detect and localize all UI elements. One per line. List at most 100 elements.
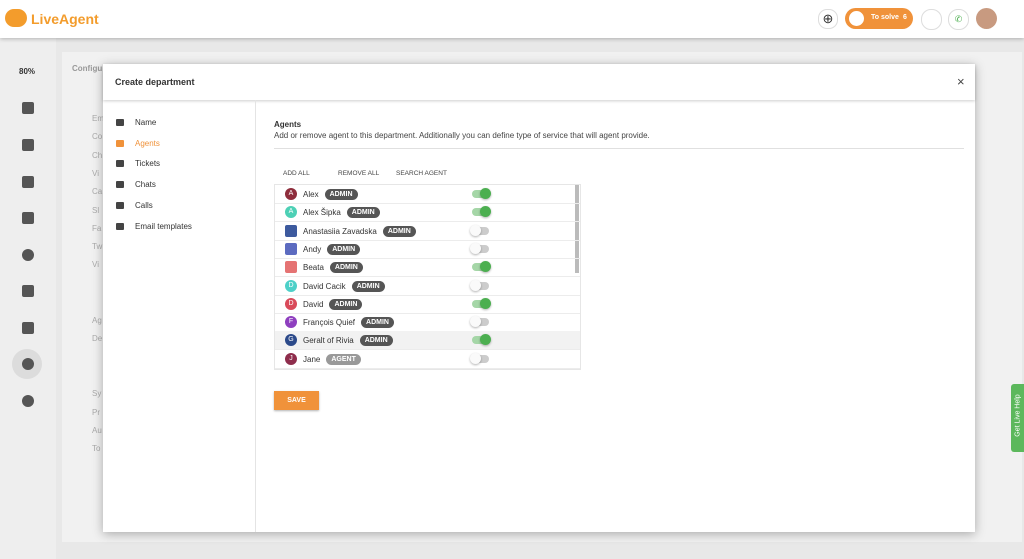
agent-row: G Geralt of Rivia ADMIN	[275, 331, 580, 351]
logo[interactable]: LiveAgent	[31, 11, 99, 27]
background-item: Fa	[92, 223, 102, 233]
role-badge: ADMIN	[329, 298, 363, 310]
toggle[interactable]	[472, 261, 491, 273]
nav-icon	[116, 160, 124, 168]
nav-item[interactable]: Agents	[135, 138, 160, 148]
role-badge: ADMIN	[382, 225, 416, 237]
toggle[interactable]	[472, 188, 491, 199]
agent-row: Andy ADMIN	[275, 240, 580, 259]
save-button[interactable]: SAVE	[274, 391, 319, 410]
role-badge: ADMIN	[324, 189, 358, 200]
icon[interactable]	[22, 358, 34, 370]
toggle-thumb	[470, 224, 481, 236]
nav-icon	[116, 139, 124, 147]
background-item: Vi	[92, 260, 99, 270]
icon[interactable]	[22, 212, 34, 224]
toggle-thumb	[480, 334, 491, 346]
action-button[interactable]: SEARCH AGENT	[396, 170, 447, 177]
agent-name: Andy	[303, 244, 322, 254]
icon[interactable]	[22, 249, 34, 261]
icon[interactable]	[22, 176, 34, 188]
agent-avatar: A	[285, 188, 297, 200]
close-button[interactable]: ×	[957, 74, 965, 89]
toggle-thumb	[480, 297, 491, 309]
dialog: Create department × Name Agents Tickets Cha…	[103, 64, 975, 532]
sidebar: 80%	[0, 38, 56, 559]
section-title: Agents	[274, 120, 302, 129]
agent-row: J Jane AGENT	[275, 350, 580, 369]
toggle[interactable]	[470, 242, 489, 254]
to-solve-button[interactable]: To solve 6	[845, 8, 913, 29]
agent-avatar	[285, 224, 297, 237]
chat-button[interactable]	[921, 9, 942, 30]
nav-icon	[116, 119, 124, 126]
zoom[interactable]: 80%	[19, 67, 36, 76]
icon[interactable]	[22, 322, 34, 334]
nav-item[interactable]: Calls	[135, 200, 153, 210]
nav-icon	[116, 201, 124, 209]
agent-row: F François Quief ADMIN	[275, 313, 580, 333]
agent-row: D David Cacik ADMIN	[275, 277, 580, 296]
toggle[interactable]	[470, 352, 489, 364]
background-item: Ca	[92, 187, 103, 197]
dialog-nav: Name Agents Tickets Chats Calls Email templat…	[103, 100, 256, 532]
icon[interactable]	[22, 285, 34, 297]
background-item: To	[92, 444, 101, 454]
background-item: Au	[92, 425, 102, 435]
panel-title: Configu	[72, 64, 103, 73]
toggle[interactable]	[470, 224, 489, 236]
agent-list: A Alex ADMIN A Alex Šipka ADMIN Anastasiia Zav…	[274, 184, 581, 370]
nav-icon	[116, 181, 124, 189]
call-button[interactable]: ✆	[948, 9, 969, 30]
agent-name: Anastasiia Zavadska	[303, 226, 377, 236]
agent-row: A Alex ADMIN	[275, 185, 580, 204]
agent-avatar: F	[285, 316, 297, 329]
nav-item[interactable]: Tickets	[135, 159, 161, 169]
toggle-thumb	[480, 261, 491, 273]
add-button[interactable]: ⊕	[818, 9, 838, 29]
agent-row: Anastasiia Zavadska ADMIN	[275, 222, 580, 241]
background-item: Pr	[92, 407, 100, 417]
toggle[interactable]	[472, 297, 491, 309]
nav-item[interactable]: Name	[135, 118, 157, 127]
role-badge: ADMIN	[327, 243, 361, 255]
toggle[interactable]	[472, 334, 491, 346]
toggle[interactable]	[470, 316, 489, 328]
role-badge: ADMIN	[346, 207, 380, 219]
agent-avatar	[285, 261, 297, 274]
agent-avatar: J	[285, 352, 297, 365]
toggle-thumb	[480, 206, 491, 218]
agent-name: David	[303, 299, 324, 309]
toggle-thumb	[480, 188, 491, 199]
icon[interactable]	[22, 102, 34, 114]
action-button[interactable]: REMOVE ALL	[338, 170, 380, 177]
role-badge: ADMIN	[329, 262, 363, 274]
toggle-thumb	[470, 352, 481, 364]
help-tab[interactable]: Get Live Help	[1011, 384, 1024, 452]
user-avatar[interactable]	[976, 8, 997, 29]
background-item: Vi	[92, 168, 99, 178]
section-description: Add or remove agent to this department. …	[274, 131, 964, 149]
to-solve-label: To solve	[871, 14, 899, 21]
help-tab-label: Get Live Help	[1014, 394, 1022, 437]
background-item: Ch	[92, 150, 103, 160]
dialog-header: Create department ×	[103, 64, 975, 100]
agent-row: Beata ADMIN	[275, 258, 580, 278]
toggle[interactable]	[470, 279, 489, 291]
background-item: Sl	[92, 205, 100, 215]
nav-item[interactable]: Chats	[135, 180, 156, 190]
agent-avatar: D	[285, 297, 297, 310]
agent-name: Alex Šipka	[303, 208, 341, 218]
scrollbar[interactable]	[575, 185, 579, 273]
background-item: De	[92, 334, 103, 343]
action-button[interactable]: ADD ALL	[283, 170, 310, 177]
background-item: Sy	[92, 389, 102, 399]
agent-name: Jane	[303, 354, 321, 364]
nav-item[interactable]: Email templates	[135, 221, 192, 231]
agent-avatar: A	[285, 206, 297, 219]
agent-avatar: G	[285, 334, 297, 347]
role-badge: ADMIN	[351, 280, 385, 292]
icon[interactable]	[22, 139, 34, 151]
toggle[interactable]	[472, 206, 491, 218]
icon[interactable]	[22, 395, 34, 407]
